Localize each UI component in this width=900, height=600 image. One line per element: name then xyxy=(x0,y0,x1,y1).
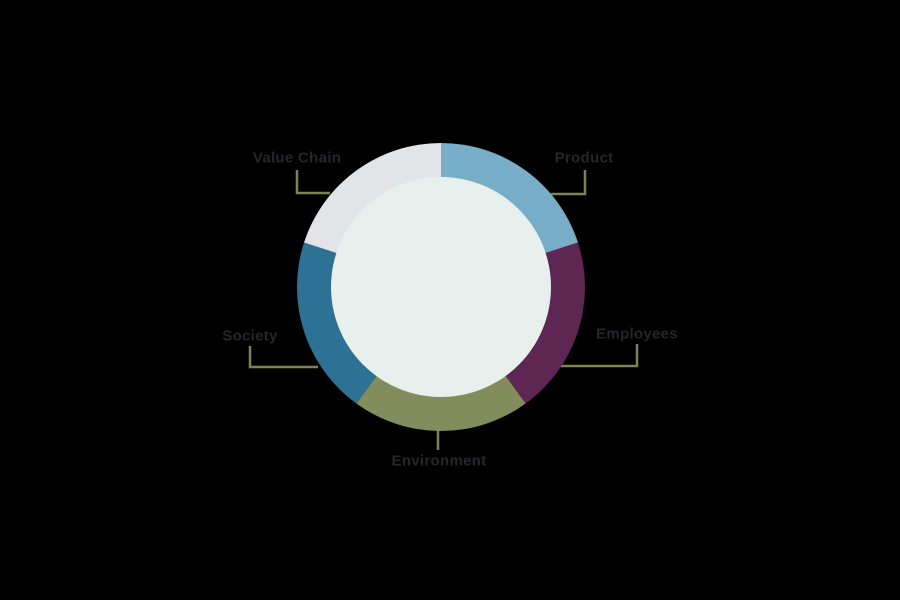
segment-label-society: Society xyxy=(222,327,278,345)
segment-label-product: Product xyxy=(554,149,614,167)
callout-line-value-chain xyxy=(295,170,330,195)
callout-line-employees xyxy=(558,344,639,368)
callout-line-product xyxy=(551,170,587,196)
segment-label-environment: Environment xyxy=(391,452,487,470)
donut-center-disc xyxy=(331,177,551,397)
callout-line-society xyxy=(248,346,318,369)
segment-label-employees: Employees xyxy=(596,325,678,343)
callout-lines xyxy=(248,170,639,450)
segment-label-value-chain: Value Chain xyxy=(252,149,342,167)
